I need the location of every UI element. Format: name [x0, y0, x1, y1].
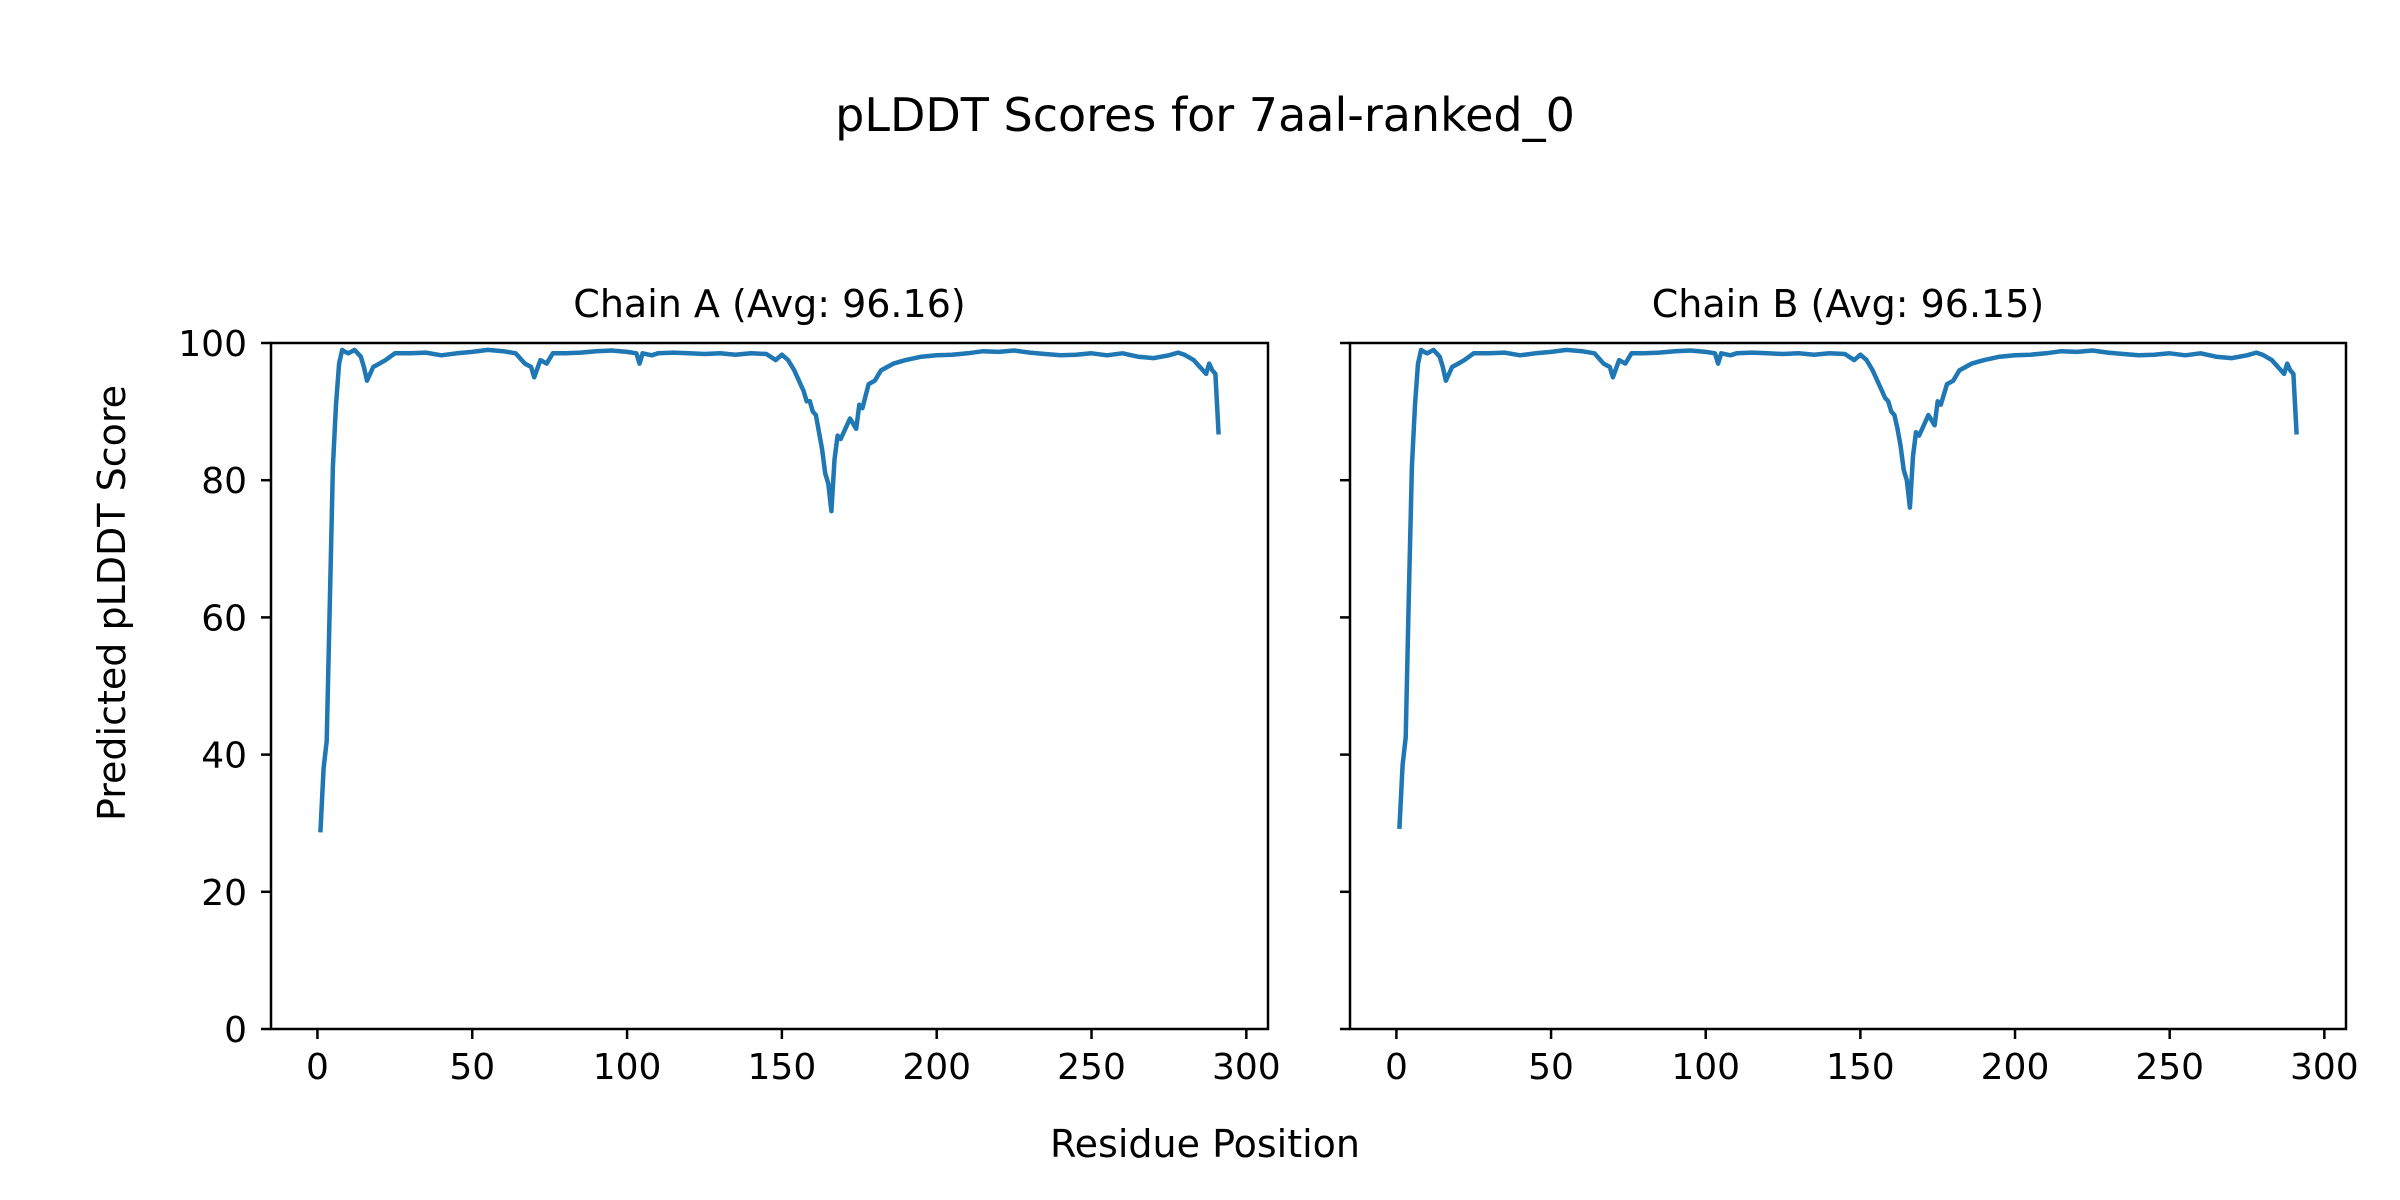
y-axis-label: Predicted pLDDT Score: [90, 385, 134, 821]
x-tick-label: 100: [593, 1047, 662, 1088]
y-tick-label: 60: [201, 598, 247, 639]
y-tick-label: 20: [201, 873, 247, 914]
axes-frame: [1348, 341, 2348, 1031]
y-tick-label: 0: [224, 1010, 247, 1051]
subplot-chain-b: Chain B (Avg: 96.15) 0 50 100 150 200 250 300: [1340, 282, 2359, 1088]
plddt-line-series: [1397, 347, 2299, 829]
axes-frame: [269, 341, 1270, 1031]
y-tick-label: 80: [201, 461, 247, 502]
x-tick-label: 0: [1385, 1047, 1408, 1088]
x-tick-label: 300: [1212, 1047, 1281, 1088]
x-tick-label: 200: [1981, 1047, 2050, 1088]
subplot-panels: Chain A (Avg: 96.16)0 50 100 150 200 250 30002…: [178, 282, 2358, 1088]
x-tick-label: 200: [902, 1047, 971, 1088]
subplot-chain-a: Chain A (Avg: 96.16) 0 50 100 150 200 250 300 0 2…: [178, 282, 1280, 1088]
x-tick-label: 50: [449, 1047, 495, 1088]
x-tick-label: 150: [748, 1047, 817, 1088]
x-tick-label: 50: [1528, 1047, 1574, 1088]
y-tick-label: 100: [178, 324, 247, 365]
x-tick-label: 250: [1057, 1047, 1126, 1088]
x-tick-label: 150: [1826, 1047, 1895, 1088]
x-tick-label: 100: [1671, 1047, 1740, 1088]
subplot-title: Chain B (Avg: 96.15): [1652, 282, 2044, 326]
x-tick-label: 0: [306, 1047, 329, 1088]
y-tick-label: 40: [201, 736, 247, 777]
x-tick-label: 250: [2135, 1047, 2204, 1088]
x-tick-label: 300: [2290, 1047, 2359, 1088]
figure-title: pLDDT Scores for 7aal-ranked_0: [835, 88, 1575, 142]
x-axis-label: Residue Position: [1050, 1122, 1360, 1166]
subplot-title: Chain A (Avg: 96.16): [573, 282, 965, 326]
plddt-line-series: [318, 347, 1221, 833]
